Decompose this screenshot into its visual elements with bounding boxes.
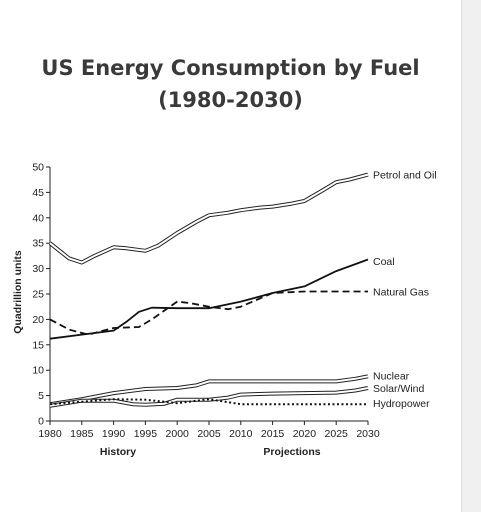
x-tick-label: 2005: [197, 428, 221, 440]
chart-subtitle: (1980-2030): [158, 88, 303, 112]
x-tick-label: 1995: [134, 428, 158, 440]
x-tick-label: 2015: [261, 428, 285, 440]
series-label-coal: Coal: [373, 256, 395, 268]
x-axis-label-history: History: [100, 446, 136, 458]
x-axis-label-projections: Projections: [263, 446, 320, 458]
x-tick-label: 2010: [229, 428, 253, 440]
y-tick-label: 10: [32, 365, 44, 377]
series-line-petrol-and-oil-outer: [48, 172, 369, 265]
y-tick-label: 0: [38, 416, 44, 428]
series-label-solar-wind: Solar/Wind: [373, 383, 425, 395]
y-axis-label: Quadrillion units: [12, 250, 24, 334]
series-label-natural-gas: Natural Gas: [373, 286, 429, 298]
y-tick-label: 40: [32, 212, 44, 224]
series-line-natural-gas: [49, 290, 368, 336]
series-label-petrol-and-oil: Petrol and Oil: [373, 170, 437, 182]
y-tick-label: 50: [32, 162, 44, 174]
series-labels: Petrol and Oil Coal Natural Gas NuclearSola…: [373, 170, 437, 411]
x-tick-label: 1985: [70, 428, 94, 440]
series-lines: [48, 172, 369, 408]
series-line-coal: [49, 258, 369, 340]
y-tick-label: 20: [32, 314, 44, 326]
y-tick-label: 30: [32, 263, 44, 275]
x-tick-label: 2030: [356, 428, 380, 440]
series-label-nuclear: Nuclear: [373, 370, 410, 382]
y-tick-label: 5: [38, 390, 44, 402]
series-line-petrol-and-oil-inner: [49, 173, 369, 264]
scrollbar-track[interactable]: [461, 0, 481, 512]
series-label-hydropower: Hydropower: [373, 398, 430, 410]
series-line-solar-wind-inner: [49, 387, 369, 407]
y-tick-label: 15: [32, 339, 44, 351]
chart-card: US Energy Consumption by Fuel (1980-2030…: [0, 0, 461, 512]
y-tick-label: 35: [32, 238, 44, 250]
series-line-nuclear-inner: [49, 375, 369, 406]
x-tick-label: 1990: [102, 428, 126, 440]
x-tick-label: 2020: [293, 428, 317, 440]
x-tick-label: 2025: [325, 428, 349, 440]
y-tick-label: 25: [32, 289, 44, 301]
chart-title: US Energy Consumption by Fuel: [41, 56, 420, 80]
y-tick-label: 45: [32, 187, 44, 199]
x-tick-label: 2000: [166, 428, 190, 440]
series-line-hydropower: [49, 398, 368, 406]
x-tick-label: 1980: [38, 428, 62, 440]
